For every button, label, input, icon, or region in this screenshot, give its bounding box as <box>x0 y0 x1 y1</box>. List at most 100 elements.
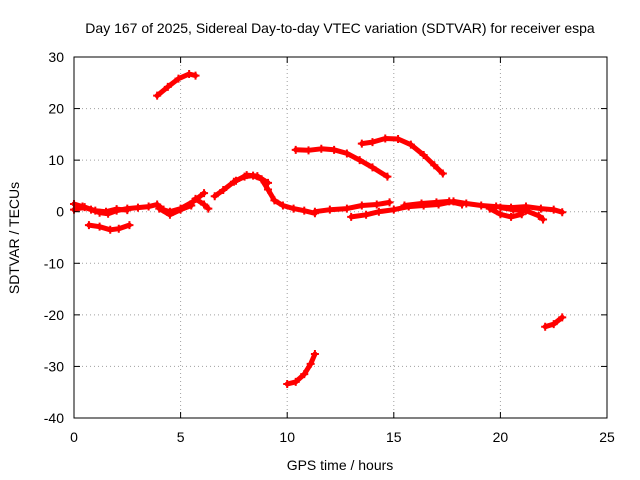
data-point <box>445 197 454 206</box>
data-point <box>106 225 115 234</box>
data-point <box>219 186 228 195</box>
data-point <box>200 200 209 209</box>
data-point <box>306 359 315 368</box>
x-axis-label: GPS time / hours <box>287 457 394 473</box>
data-point <box>357 201 366 210</box>
data-point <box>549 205 558 214</box>
x-tick-label: 5 <box>177 429 185 445</box>
data-point <box>374 207 383 216</box>
data-point <box>232 176 241 185</box>
data-point <box>264 185 273 194</box>
series-track-16 <box>496 203 548 224</box>
data-point <box>278 201 287 210</box>
data-point <box>291 145 300 154</box>
data-point <box>432 198 441 207</box>
chart-title: Day 167 of 2025, Sidereal Day-to-day VTE… <box>85 20 595 36</box>
data-point <box>342 204 351 213</box>
data-point <box>368 163 377 172</box>
data-point <box>317 144 326 153</box>
data-point <box>362 210 371 219</box>
series-track-6 <box>191 194 213 213</box>
y-tick-label: 20 <box>48 101 64 117</box>
data-point <box>289 204 298 213</box>
data-point <box>342 149 351 158</box>
data-point <box>144 202 153 211</box>
data-point <box>300 206 309 215</box>
data-point <box>84 221 93 230</box>
data-point <box>300 370 309 379</box>
data-point <box>283 379 292 388</box>
data-series <box>70 70 567 388</box>
series-track-10 <box>291 144 392 181</box>
data-point <box>187 201 196 210</box>
data-point <box>133 203 142 212</box>
data-point <box>101 207 110 216</box>
y-tick-label: 0 <box>56 204 64 220</box>
y-tick-label: 10 <box>48 152 64 168</box>
data-point <box>123 206 132 215</box>
series-track-4 <box>153 70 200 100</box>
y-axis-label: SDTVAR / TECUs <box>6 182 22 294</box>
series-track-14 <box>400 197 467 210</box>
data-point <box>153 91 162 100</box>
series-track-7 <box>210 171 319 218</box>
data-point <box>153 200 162 209</box>
y-tick-label: -30 <box>44 358 64 374</box>
axis-ticks <box>73 56 608 419</box>
data-point <box>191 71 200 80</box>
data-point <box>549 320 558 329</box>
data-point <box>185 70 194 79</box>
data-point <box>325 205 334 214</box>
data-point <box>496 210 505 219</box>
data-point <box>458 200 467 209</box>
y-tick-label: -10 <box>44 255 64 271</box>
data-point <box>264 178 273 187</box>
data-point <box>534 211 543 220</box>
data-point <box>355 156 364 165</box>
data-point <box>372 200 381 209</box>
data-point <box>191 194 200 203</box>
data-point <box>347 212 356 221</box>
data-point <box>176 205 185 214</box>
data-point <box>125 221 134 230</box>
data-point <box>507 212 516 221</box>
y-tick-label: -40 <box>44 410 64 426</box>
series-track-9 <box>283 350 319 388</box>
data-point <box>204 204 213 213</box>
data-point <box>270 196 279 205</box>
data-point <box>394 134 403 143</box>
data-point <box>541 322 550 331</box>
data-point <box>539 215 548 224</box>
data-point <box>304 146 313 155</box>
data-point <box>521 206 530 215</box>
data-point <box>381 134 390 143</box>
data-point <box>210 192 219 201</box>
data-point <box>253 172 262 181</box>
data-point <box>200 189 209 198</box>
data-point <box>477 201 486 210</box>
series-track-13 <box>357 134 447 178</box>
data-point <box>558 313 567 322</box>
x-tick-label: 15 <box>386 429 402 445</box>
data-point <box>385 198 394 207</box>
data-point <box>165 210 174 219</box>
data-point <box>95 222 104 231</box>
data-point <box>112 205 121 214</box>
data-point <box>357 139 366 148</box>
data-point <box>174 74 183 83</box>
data-point <box>91 206 100 215</box>
data-point <box>417 199 426 208</box>
data-point <box>310 207 319 216</box>
data-point <box>496 203 505 212</box>
y-tick-label: 30 <box>48 49 64 65</box>
data-point <box>558 208 567 217</box>
series-line <box>233 172 271 186</box>
data-point <box>242 171 251 180</box>
data-point <box>163 82 172 91</box>
data-point <box>419 150 428 159</box>
data-point <box>389 205 398 214</box>
data-point <box>368 138 377 147</box>
data-point <box>310 350 319 359</box>
tick-labels: 0 5 10 15 20 25 30 20 10 0 -10 -20 -30 -40 <box>44 49 615 445</box>
